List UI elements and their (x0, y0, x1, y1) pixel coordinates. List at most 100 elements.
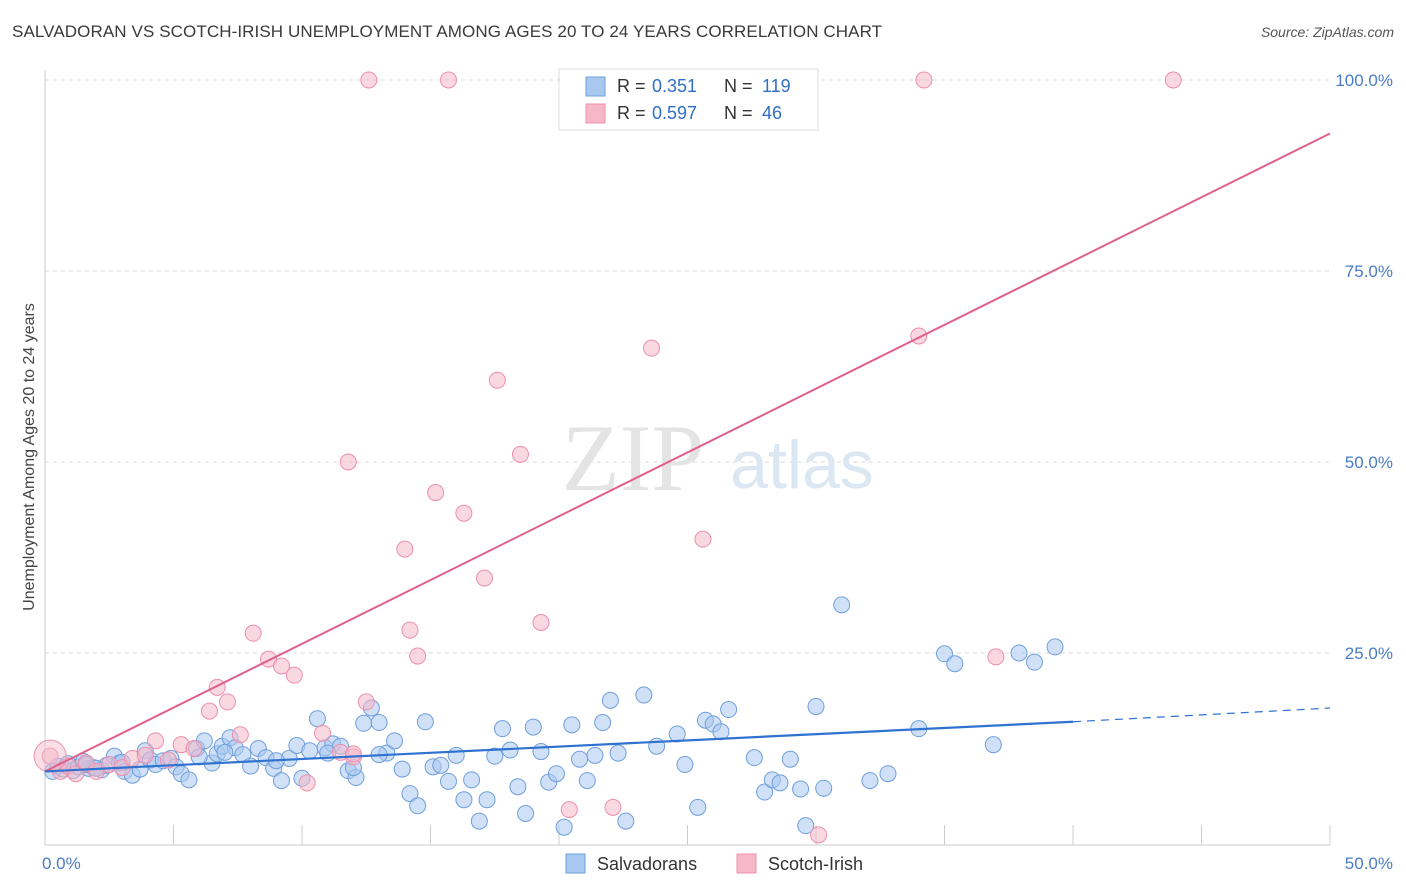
scotch-irish-point (41, 747, 59, 765)
scotch-irish-point (357, 693, 375, 711)
salvadorans-point (635, 686, 653, 704)
scotch-irish-point (272, 657, 290, 675)
legend-n-value: 119 (762, 76, 791, 96)
salvadorans-point (486, 747, 504, 765)
salvadorans-point (984, 736, 1002, 754)
scotch-irish-point (231, 726, 249, 744)
scotch-irish-point (147, 732, 165, 750)
legend-r-value: 0.597 (652, 103, 697, 123)
legend-swatch-salvadorans-bottom (565, 853, 586, 874)
salvadorans-point (216, 743, 234, 761)
legend-swatch-scotch-irish (585, 103, 606, 124)
scotch-irish-point (987, 648, 1005, 666)
scotch-irish-point-large (33, 739, 67, 773)
salvadorans-point (720, 701, 738, 719)
y-axis-label: Unemployment Among Ages 20 to 24 years (21, 303, 38, 611)
salvadorans-point (815, 779, 833, 797)
salvadorans-point (509, 778, 527, 796)
salvadorans-point (470, 812, 488, 830)
legend-stats: R = 0.351 N = 119 R = 0.597 N = 46 (558, 68, 819, 131)
salvadorans-point (308, 710, 326, 728)
salvadorans-point (833, 596, 851, 614)
salvadorans-point (745, 749, 763, 767)
scotch-irish-point (159, 751, 177, 769)
salvadorans-trend-extension (1072, 707, 1331, 723)
salvadorans-point (386, 732, 404, 750)
scotch-irish-point (511, 445, 529, 463)
source-credit: Source: ZipAtlas.com (1260, 24, 1394, 40)
scotch-irish-point (244, 624, 262, 642)
scotch-irish-point (915, 71, 933, 89)
salvadorans-point (756, 783, 774, 801)
salvadorans-point (524, 718, 542, 736)
salvadorans-point (712, 723, 730, 741)
scotch-irish-point (200, 702, 218, 720)
grid-lines (45, 79, 1330, 654)
y-tick-label: 50.0% (1345, 453, 1393, 472)
legend-r-value: 0.351 (652, 76, 697, 96)
scotch-irish-trend-line (44, 132, 1331, 773)
chart-title: SALVADORAN VS SCOTCH-IRISH UNEMPLOYMENT … (12, 22, 883, 41)
watermark: ZIP atlas (562, 405, 874, 511)
y-tick-label: 75.0% (1345, 262, 1393, 281)
salvadorans-point (1046, 638, 1064, 656)
scotch-irish-point (396, 540, 414, 558)
salvadorans-point (571, 750, 589, 768)
scotch-irish-point (218, 693, 236, 711)
scotch-irish-point (344, 745, 362, 763)
salvadorans-point (463, 771, 481, 789)
salvadorans-point (1025, 653, 1043, 671)
scotch-irish-point (409, 647, 427, 665)
legend-series: Salvadorans Scotch-Irish (565, 853, 863, 874)
scotch-irish-point (532, 613, 550, 631)
salvadorans-point (180, 771, 198, 789)
salvadorans-point (594, 714, 612, 732)
scotch-irish-point (185, 740, 203, 757)
salvadorans-point (617, 812, 635, 830)
scotch-irish-point (208, 678, 226, 696)
salvadorans-point (517, 804, 535, 822)
scotch-irish-points (33, 71, 1182, 844)
salvadorans-point (555, 818, 573, 836)
scotch-irish-point (439, 71, 457, 89)
legend-label-scotch-irish: Scotch-Irish (768, 854, 863, 874)
axes (44, 70, 1331, 846)
salvadorans-point (1010, 644, 1028, 662)
salvadorans-point (370, 714, 388, 732)
scotch-irish-point (694, 530, 712, 548)
salvadorans-points (44, 596, 1064, 836)
legend-swatch-salvadorans (585, 76, 606, 97)
salvadorans-point (478, 791, 496, 809)
legend-label-salvadorans: Salvadorans (597, 854, 697, 874)
scotch-irish-point (339, 453, 357, 471)
salvadorans-point (689, 798, 707, 816)
scotch-irish-point (560, 801, 578, 819)
watermark-atlas: atlas (730, 427, 874, 503)
y-tick-label: 100.0% (1335, 71, 1393, 90)
x-tick-label-max: 50.0% (1345, 854, 1393, 873)
scotch-irish-point (427, 484, 445, 502)
salvadorans-point (946, 655, 964, 673)
salvadorans-point (393, 760, 411, 778)
salvadorans-point (879, 765, 897, 783)
scotch-irish-point (604, 798, 622, 816)
legend-r-label: R = (617, 76, 646, 96)
scotch-irish-point (314, 724, 332, 742)
legend-n-value: 46 (762, 103, 782, 123)
watermark-zip: ZIP (562, 405, 705, 511)
salvadorans-point (355, 714, 373, 732)
salvadorans-point (771, 774, 789, 792)
scotch-irish-point (643, 339, 661, 357)
salvadorans-point (609, 744, 627, 762)
legend-n-label: N = (724, 76, 753, 96)
x-tick-label-min: 0.0% (42, 854, 81, 873)
scotch-irish-point (285, 666, 303, 684)
legend-swatch-scotch-irish-bottom (736, 853, 757, 874)
salvadorans-point (439, 772, 457, 790)
legend-r-label: R = (617, 103, 646, 123)
salvadorans-point (797, 817, 815, 835)
salvadorans-point (416, 713, 434, 731)
tick-labels: 25.0% 50.0% 75.0% 100.0% 0.0% 50.0% Unemployme… (21, 71, 1393, 873)
scotch-irish-point (136, 746, 154, 764)
